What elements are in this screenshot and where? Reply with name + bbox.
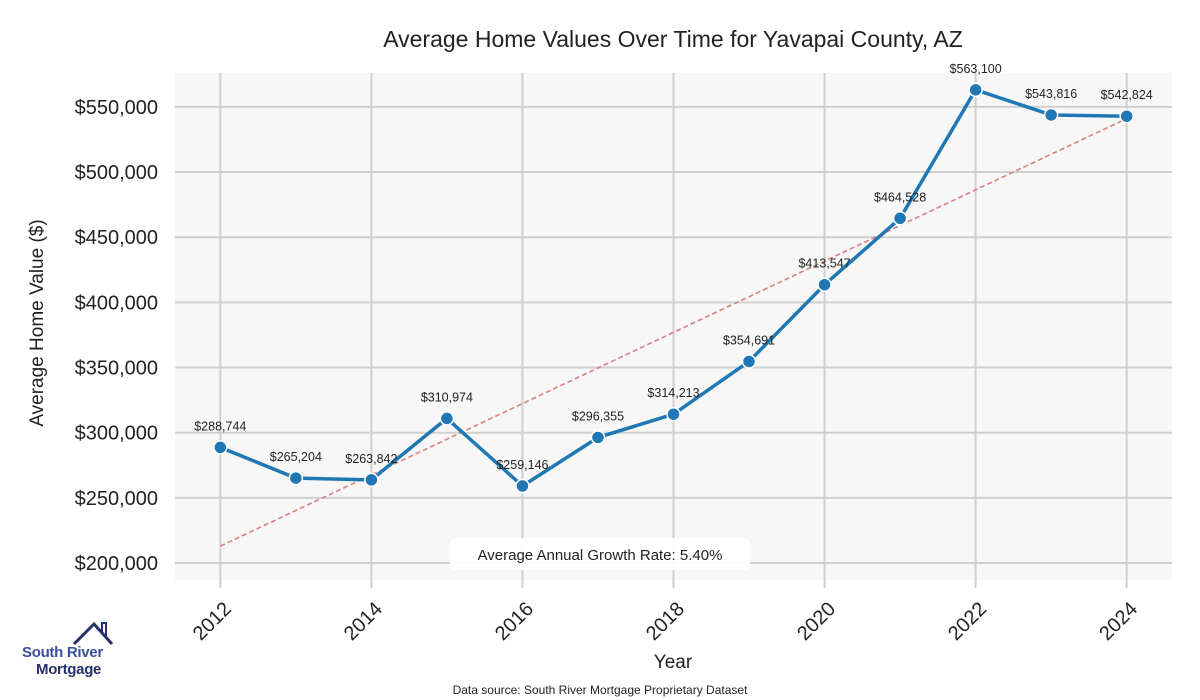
logo-text-line1: South River xyxy=(22,644,103,661)
x-tick-label: 2022 xyxy=(944,598,991,645)
data-point xyxy=(741,354,757,369)
data-point xyxy=(213,440,228,455)
x-tick-label: 2020 xyxy=(793,598,840,645)
data-point xyxy=(288,470,304,486)
data-label: $543,816 xyxy=(1025,87,1077,101)
x-tick-label: 2012 xyxy=(189,598,236,645)
data-label: $464,528 xyxy=(874,190,926,204)
x-tick-label: 2024 xyxy=(1095,598,1142,645)
chart-title: Average Home Values Over Time for Yavapa… xyxy=(383,26,963,52)
data-label: $563,100 xyxy=(950,62,1002,76)
y-tick-label: $400,000 xyxy=(75,292,158,314)
data-label: $259,146 xyxy=(496,458,548,472)
y-tick-label: $500,000 xyxy=(75,162,158,184)
data-source: Data source: South River Mortgage Propri… xyxy=(453,683,748,697)
data-point xyxy=(817,277,832,292)
data-label: $296,355 xyxy=(572,409,624,423)
growth-rate-annotation: Average Annual Growth Rate: 5.40% xyxy=(478,547,723,564)
data-label: $542,824 xyxy=(1101,88,1153,102)
data-point xyxy=(1119,108,1134,124)
x-tick-label: 2016 xyxy=(491,598,538,645)
data-point xyxy=(1043,107,1059,123)
y-tick-label: $350,000 xyxy=(75,358,158,380)
trend-line xyxy=(219,117,1128,547)
data-point xyxy=(590,430,606,445)
y-axis-label: Average Home Value ($) xyxy=(27,219,48,426)
data-label: $263,842 xyxy=(345,452,397,466)
data-label: $354,691 xyxy=(723,333,775,347)
data-point xyxy=(364,472,379,488)
y-tick-label: $300,000 xyxy=(75,423,158,445)
y-tick-label: $550,000 xyxy=(75,97,158,119)
data-label: $413,547 xyxy=(798,257,850,271)
data-label: $310,974 xyxy=(421,390,473,404)
data-label: $265,204 xyxy=(270,450,322,464)
data-point xyxy=(439,411,455,426)
logo-text-line2: Mortgage xyxy=(36,661,102,678)
house-roof-icon xyxy=(72,621,114,646)
south-river-mortgage-logo: South River Mortgage xyxy=(22,620,117,680)
growth-rate-box xyxy=(450,538,750,570)
data-point xyxy=(666,406,681,422)
data-label: $314,213 xyxy=(647,386,699,400)
y-tick-label: $200,000 xyxy=(75,553,158,575)
data-point xyxy=(968,82,983,98)
data-point xyxy=(892,211,908,226)
data-label: $288,744 xyxy=(194,419,246,433)
data-point xyxy=(515,478,530,494)
x-tick-label: 2018 xyxy=(642,598,689,645)
x-axis-label: Year xyxy=(654,652,693,673)
x-tick-label: 2014 xyxy=(340,598,387,645)
y-tick-label: $450,000 xyxy=(75,227,158,249)
y-tick-label: $250,000 xyxy=(75,488,158,510)
